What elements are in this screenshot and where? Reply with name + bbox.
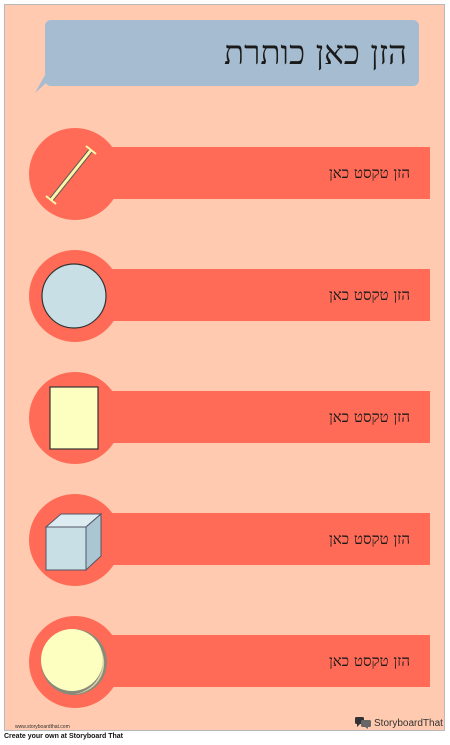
text-band: הזן טקסט כאן [75, 513, 430, 565]
footer-url: www.storyboardthat.com [15, 724, 70, 730]
poster-title[interactable]: הזן כאן כותרת [224, 33, 407, 72]
text-band: הזן טקסט כאן [75, 391, 430, 443]
row-text-2[interactable]: הזן טקסט כאן [328, 286, 410, 304]
cube-icon [44, 512, 103, 572]
list-item-1: הזן טקסט כאן [5, 128, 450, 220]
storyboardthat-logo: StoryboardThat [355, 716, 443, 730]
title-bubble[interactable]: הזן כאן כותרת [45, 20, 419, 86]
list-item-5: הזן טקסט כאן [5, 616, 450, 708]
logo-wordmark: StoryboardThat [374, 717, 443, 729]
row-text-1[interactable]: הזן טקסט כאן [328, 164, 410, 182]
row-text-4[interactable]: הזן טקסט כאן [328, 530, 410, 548]
sphere-icon [41, 629, 107, 695]
list-item-4: הזן טקסט כאן [5, 494, 450, 586]
row-text-5[interactable]: הזן טקסט כאן [328, 652, 410, 670]
list-item-3: הזן טקסט כאן [5, 372, 450, 464]
create-your-own-caption[interactable]: Create your own at Storyboard That [4, 733, 124, 740]
circle-icon [41, 263, 107, 329]
text-band: הזן טקסט כאן [75, 635, 430, 687]
row-text-3[interactable]: הזן טקסט כאן [328, 408, 410, 426]
speech-bubbles-icon [355, 717, 371, 729]
list-item-2: הזן טקסט כאן [5, 250, 450, 342]
rectangle-icon [49, 386, 99, 450]
line-segment-icon [45, 145, 97, 205]
poster-canvas: הזן כאן כותרת הזן טקסט כאן הזן טקסט כאן … [4, 4, 445, 731]
text-band: הזן טקסט כאן [75, 269, 430, 321]
text-band: הזן טקסט כאן [75, 147, 430, 199]
